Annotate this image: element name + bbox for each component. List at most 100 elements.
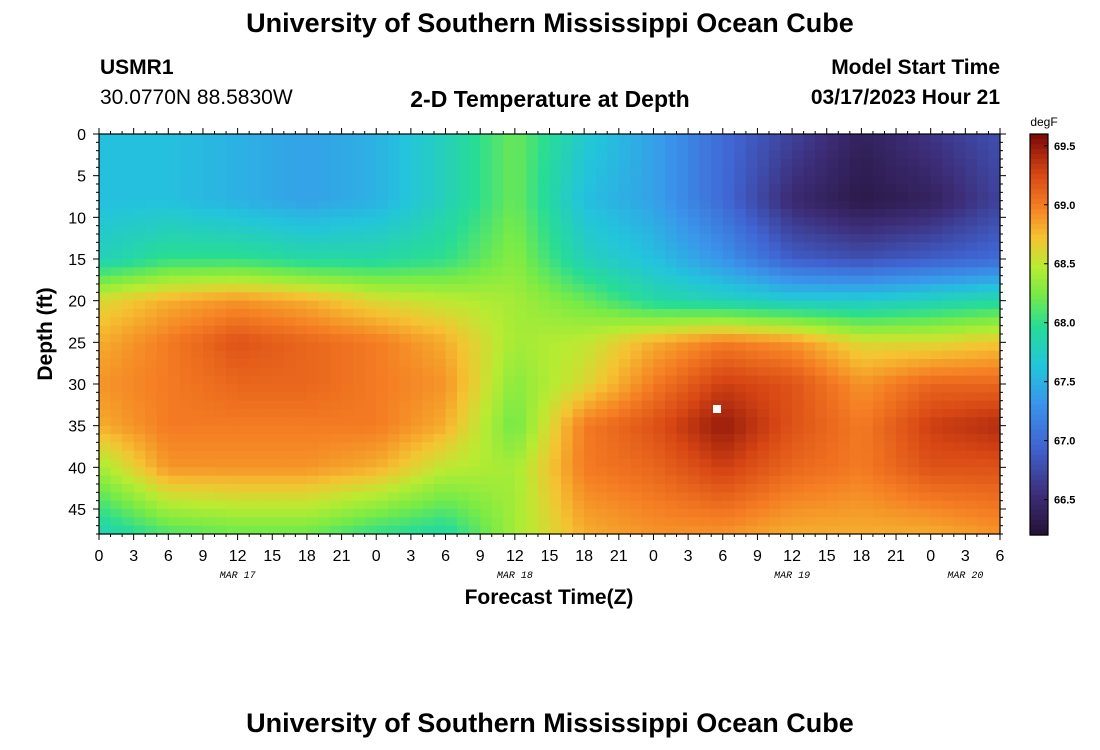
- heatmap-cell: [988, 184, 1001, 193]
- heatmap-cell: [387, 409, 400, 418]
- heatmap-cell: [191, 300, 204, 310]
- heatmap-cell: [561, 459, 574, 468]
- heatmap-cell: [803, 459, 816, 468]
- heatmap-cell: [376, 500, 389, 510]
- heatmap-cell: [283, 167, 296, 177]
- heatmap-cell: [526, 234, 539, 243]
- heatmap-cell: [306, 417, 320, 427]
- heatmap-cell: [353, 300, 366, 310]
- heatmap-cell: [561, 359, 574, 368]
- heatmap-cell: [838, 317, 851, 327]
- heatmap-cell: [676, 367, 689, 377]
- heatmap-cell: [792, 484, 805, 493]
- heatmap-cell: [514, 475, 527, 485]
- heatmap-cell: [468, 225, 481, 235]
- heatmap-cell: [318, 159, 331, 168]
- heatmap-cell: [953, 309, 966, 318]
- heatmap-cell: [260, 409, 273, 418]
- heatmap-cell: [364, 192, 377, 202]
- heatmap-cell: [907, 367, 920, 377]
- heatmap-cell: [872, 517, 886, 527]
- colorbar-segment: [1030, 134, 1048, 140]
- heatmap-cell: [110, 492, 123, 502]
- heatmap-cell: [618, 342, 631, 352]
- heatmap-cell: [445, 259, 458, 268]
- heatmap-cell: [688, 250, 701, 260]
- heatmap-cell: [872, 367, 886, 377]
- heatmap-cell: [572, 367, 585, 377]
- heatmap-cell: [607, 509, 620, 518]
- heatmap-cell: [376, 250, 389, 260]
- heatmap-cell: [168, 425, 181, 435]
- heatmap-cell: [584, 175, 597, 185]
- heatmap-cell: [191, 450, 204, 460]
- heatmap-cell: [745, 184, 759, 193]
- heatmap-cell: [99, 234, 112, 243]
- heatmap-cell: [734, 442, 747, 452]
- heatmap-cell: [283, 309, 296, 318]
- heatmap-cell: [249, 525, 262, 535]
- heatmap-cell: [410, 317, 424, 327]
- heatmap-cell: [838, 425, 851, 435]
- heatmap-cell: [318, 425, 331, 435]
- heatmap-cell: [341, 442, 354, 452]
- heatmap-cell: [734, 275, 747, 285]
- heatmap-cell: [364, 175, 377, 185]
- heatmap-cell: [283, 450, 296, 460]
- heatmap-cell: [872, 434, 886, 443]
- colorbar-segment: [1030, 514, 1048, 521]
- heatmap-cell: [665, 317, 678, 327]
- heatmap-cell: [364, 250, 377, 260]
- heatmap-cell: [272, 400, 285, 410]
- heatmap-cell: [514, 409, 527, 418]
- heatmap-cell: [433, 409, 447, 418]
- heatmap-cell: [896, 200, 909, 210]
- heatmap-cell: [745, 500, 759, 510]
- heatmap-cell: [433, 284, 447, 293]
- heatmap-cell: [491, 475, 504, 485]
- heatmap-cell: [861, 500, 874, 510]
- heatmap-cell: [156, 134, 169, 143]
- heatmap-cell: [491, 234, 504, 243]
- heatmap-cell: [780, 509, 793, 518]
- heatmap-cell: [607, 500, 620, 510]
- heatmap-cell: [618, 234, 631, 243]
- heatmap-cell: [503, 484, 516, 493]
- heatmap-cell: [179, 317, 193, 327]
- heatmap-cell: [584, 459, 597, 468]
- heatmap-cell: [283, 334, 296, 343]
- heatmap-cell: [688, 134, 701, 143]
- heatmap-cell: [156, 325, 169, 335]
- heatmap-cell: [930, 467, 943, 477]
- heatmap-cell: [815, 234, 828, 243]
- heatmap-cell: [861, 150, 874, 160]
- heatmap-cell: [272, 134, 285, 143]
- heatmap-cell: [353, 442, 366, 452]
- heatmap-cell: [849, 467, 862, 477]
- heatmap-cell: [942, 250, 955, 260]
- heatmap-cell: [584, 275, 597, 285]
- heatmap-cell: [768, 425, 782, 435]
- heatmap-cell: [849, 484, 862, 493]
- heatmap-cell: [110, 384, 123, 393]
- heatmap-cell: [133, 392, 146, 402]
- heatmap-cell: [849, 350, 862, 360]
- heatmap-cell: [318, 492, 331, 502]
- heatmap-cell: [872, 334, 886, 343]
- heatmap-cell: [872, 300, 886, 310]
- heatmap-cell: [179, 167, 193, 177]
- heatmap-cell: [537, 509, 551, 518]
- heatmap-cell: [861, 484, 874, 493]
- heatmap-cell: [433, 525, 447, 535]
- heatmap-cell: [584, 300, 597, 310]
- heatmap-cell: [849, 225, 862, 235]
- heatmap-cell: [838, 134, 851, 143]
- heatmap-cell: [699, 367, 712, 377]
- heatmap-cell: [110, 375, 123, 385]
- heatmap-cell: [896, 375, 909, 385]
- heatmap-cell: [364, 309, 377, 318]
- heatmap-cell: [757, 192, 770, 202]
- heatmap-cell: [306, 242, 320, 252]
- heatmap-cell: [145, 434, 158, 443]
- heatmap-cell: [757, 417, 770, 427]
